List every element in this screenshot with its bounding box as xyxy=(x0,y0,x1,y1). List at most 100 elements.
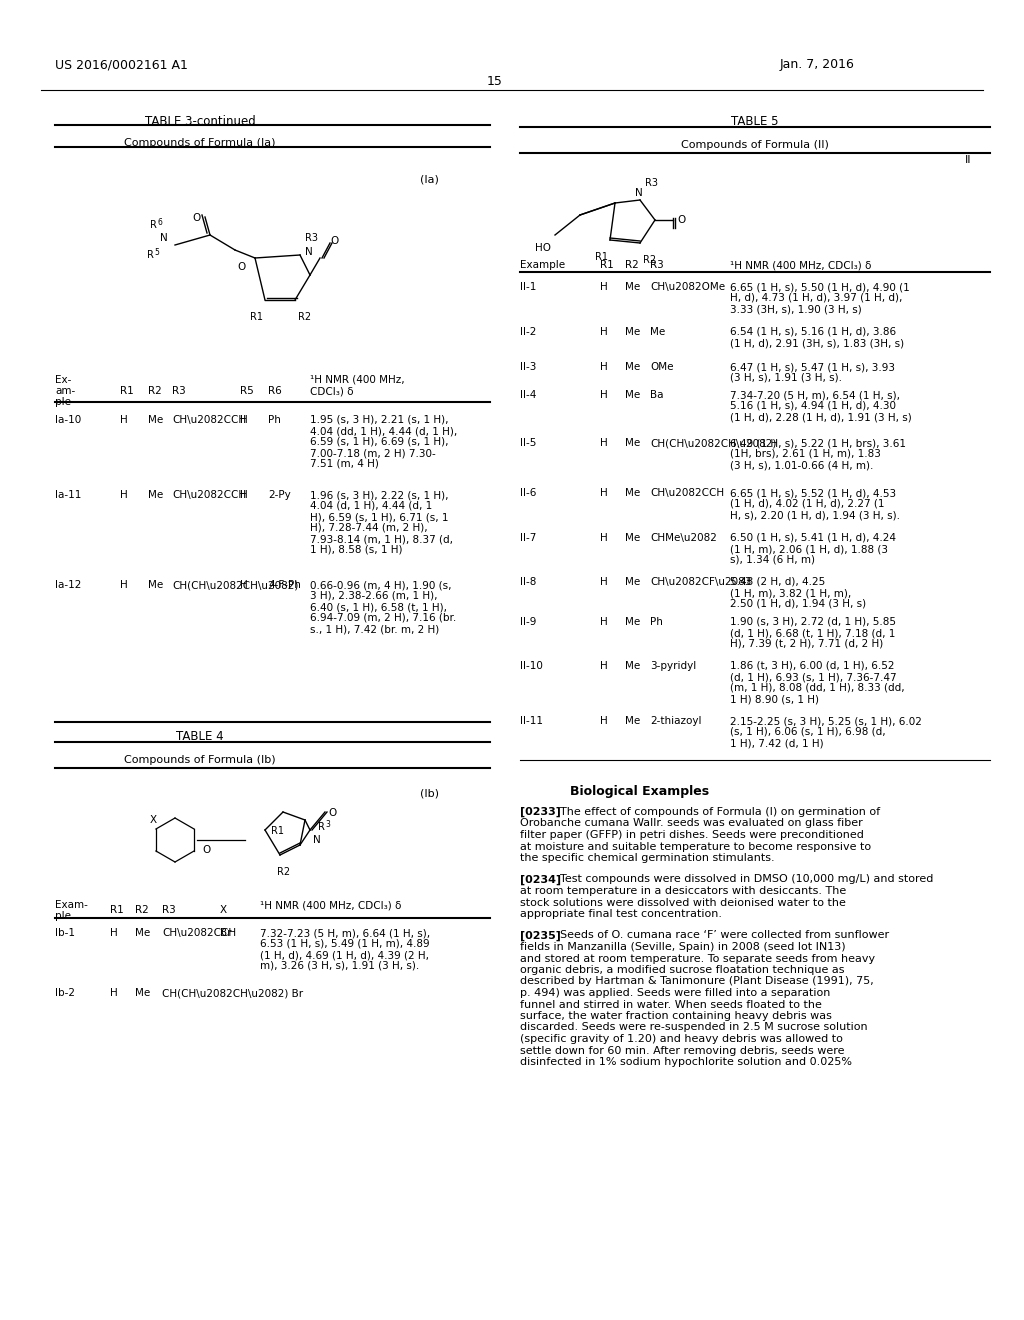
Text: II-6: II-6 xyxy=(520,488,537,498)
Text: CH(CH\u2082CH\u2082): CH(CH\u2082CH\u2082) xyxy=(650,438,776,447)
Text: H: H xyxy=(240,490,248,500)
Text: Me: Me xyxy=(625,362,640,372)
Text: fields in Manzanilla (Seville, Spain) in 2008 (seed lot IN13): fields in Manzanilla (Seville, Spain) in… xyxy=(520,942,846,952)
Text: II-5: II-5 xyxy=(520,438,537,447)
Text: H, d), 4.73 (1 H, d), 3.97 (1 H, d),: H, d), 4.73 (1 H, d), 3.97 (1 H, d), xyxy=(730,293,902,304)
Text: H: H xyxy=(110,987,118,998)
Text: Me: Me xyxy=(625,488,640,498)
Text: 3-pyridyl: 3-pyridyl xyxy=(650,661,696,671)
Text: ¹H NMR (400 MHz, CDCl₃) δ: ¹H NMR (400 MHz, CDCl₃) δ xyxy=(260,900,401,909)
Text: Ia-11: Ia-11 xyxy=(55,490,81,500)
Text: Me: Me xyxy=(148,490,163,500)
Text: Me: Me xyxy=(625,715,640,726)
Text: discarded. Seeds were re-suspended in 2.5 M sucrose solution: discarded. Seeds were re-suspended in 2.… xyxy=(520,1023,867,1032)
Text: O: O xyxy=(677,215,685,224)
Text: Compounds of Formula (Ia): Compounds of Formula (Ia) xyxy=(124,139,275,148)
Text: R5: R5 xyxy=(240,385,254,396)
Text: 7.32-7.23 (5 H, m), 6.64 (1 H, s),: 7.32-7.23 (5 H, m), 6.64 (1 H, s), xyxy=(260,928,430,939)
Text: R2: R2 xyxy=(135,906,148,915)
Text: R2: R2 xyxy=(625,260,639,271)
Text: 3.33 (3H, s), 1.90 (3 H, s): 3.33 (3H, s), 1.90 (3 H, s) xyxy=(730,304,862,314)
Text: N: N xyxy=(160,234,168,243)
Text: R1: R1 xyxy=(595,252,608,261)
Text: 6.49 (1 H, s), 5.22 (1 H, brs), 3.61: 6.49 (1 H, s), 5.22 (1 H, brs), 3.61 xyxy=(730,438,906,447)
Text: 6: 6 xyxy=(157,218,162,227)
Text: R1: R1 xyxy=(250,312,263,322)
Text: O: O xyxy=(330,236,338,246)
Text: N: N xyxy=(305,247,312,257)
Text: R3: R3 xyxy=(305,234,318,243)
Text: 1.96 (s, 3 H), 2.22 (s, 1 H),: 1.96 (s, 3 H), 2.22 (s, 1 H), xyxy=(310,490,449,500)
Text: CH\u2082CF\u2083: CH\u2082CF\u2083 xyxy=(650,577,752,587)
Text: (1 H, m), 3.82 (1 H, m),: (1 H, m), 3.82 (1 H, m), xyxy=(730,587,851,598)
Text: ple: ple xyxy=(55,911,71,921)
Text: Me: Me xyxy=(625,616,640,627)
Text: Me: Me xyxy=(135,928,151,939)
Text: II-1: II-1 xyxy=(520,282,537,292)
Text: Test compounds were dissolved in DMSO (10,000 mg/L) and stored: Test compounds were dissolved in DMSO (1… xyxy=(560,874,933,884)
Text: R2: R2 xyxy=(148,385,162,396)
Text: ¹H NMR (400 MHz,: ¹H NMR (400 MHz, xyxy=(310,375,404,385)
Text: CH(CH\u2082CH\u2082): CH(CH\u2082CH\u2082) xyxy=(172,579,298,590)
Text: [0234]: [0234] xyxy=(520,874,561,884)
Text: H: H xyxy=(240,414,248,425)
Text: described by Hartman & Tanimonure (Plant Disease (1991), 75,: described by Hartman & Tanimonure (Plant… xyxy=(520,977,873,986)
Text: (1 H, d), 2.28 (1 H, d), 1.91 (3 H, s): (1 H, d), 2.28 (1 H, d), 1.91 (3 H, s) xyxy=(730,412,911,422)
Text: Jan. 7, 2016: Jan. 7, 2016 xyxy=(780,58,855,71)
Text: at moisture and suitable temperature to become responsive to: at moisture and suitable temperature to … xyxy=(520,842,871,851)
Text: R: R xyxy=(150,220,157,230)
Text: Ph: Ph xyxy=(268,414,281,425)
Text: R1: R1 xyxy=(600,260,613,271)
Text: II-9: II-9 xyxy=(520,616,537,627)
Text: H: H xyxy=(120,414,128,425)
Text: R: R xyxy=(318,822,325,832)
Text: settle down for 60 min. After removing debris, seeds were: settle down for 60 min. After removing d… xyxy=(520,1045,845,1056)
Text: the specific chemical germination stimulants.: the specific chemical germination stimul… xyxy=(520,853,774,863)
Text: O: O xyxy=(193,213,201,223)
Text: II-11: II-11 xyxy=(520,715,543,726)
Text: m), 3.26 (3 H, s), 1.91 (3 H, s).: m), 3.26 (3 H, s), 1.91 (3 H, s). xyxy=(260,961,419,972)
Text: H: H xyxy=(600,577,608,587)
Text: 2.15-2.25 (s, 3 H), 5.25 (s, 1 H), 6.02: 2.15-2.25 (s, 3 H), 5.25 (s, 1 H), 6.02 xyxy=(730,715,922,726)
Text: CH\u2082OMe: CH\u2082OMe xyxy=(650,282,725,292)
Text: R: R xyxy=(147,249,154,260)
Text: H: H xyxy=(600,715,608,726)
Text: H: H xyxy=(600,533,608,543)
Text: II: II xyxy=(965,154,972,165)
Text: II-7: II-7 xyxy=(520,533,537,543)
Text: X: X xyxy=(150,814,157,825)
Text: H: H xyxy=(600,438,608,447)
Text: Ph: Ph xyxy=(650,616,663,627)
Text: 7.51 (m, 4 H): 7.51 (m, 4 H) xyxy=(310,459,379,469)
Text: H: H xyxy=(600,389,608,400)
Text: R6: R6 xyxy=(268,385,282,396)
Text: H: H xyxy=(110,928,118,939)
Text: and stored at room temperature. To separate seeds from heavy: and stored at room temperature. To separ… xyxy=(520,953,876,964)
Text: ¹H NMR (400 MHz, CDCl₃) δ: ¹H NMR (400 MHz, CDCl₃) δ xyxy=(730,260,871,271)
Text: R1: R1 xyxy=(120,385,134,396)
Text: 4-F-Ph: 4-F-Ph xyxy=(268,579,301,590)
Text: 3: 3 xyxy=(325,820,330,829)
Text: s., 1 H), 7.42 (br. m, 2 H): s., 1 H), 7.42 (br. m, 2 H) xyxy=(310,624,439,634)
Text: 5: 5 xyxy=(154,248,159,257)
Text: Ex-: Ex- xyxy=(55,375,72,385)
Text: 5.48 (2 H, d), 4.25: 5.48 (2 H, d), 4.25 xyxy=(730,577,825,587)
Text: Me: Me xyxy=(625,389,640,400)
Text: (d, 1 H), 6.93 (s, 1 H), 7.36-7.47: (d, 1 H), 6.93 (s, 1 H), 7.36-7.47 xyxy=(730,672,897,682)
Text: TABLE 3-continued: TABLE 3-continued xyxy=(144,115,255,128)
Text: Me: Me xyxy=(148,579,163,590)
Text: Ib-1: Ib-1 xyxy=(55,928,75,939)
Text: CH\u2082CCH: CH\u2082CCH xyxy=(172,490,246,500)
Text: 1 H), 7.42 (d, 1 H): 1 H), 7.42 (d, 1 H) xyxy=(730,738,823,748)
Text: Compounds of Formula (II): Compounds of Formula (II) xyxy=(681,140,829,150)
Text: Biological Examples: Biological Examples xyxy=(570,785,710,799)
Text: Exam-: Exam- xyxy=(55,900,88,909)
Text: stock solutions were dissolved with deionised water to the: stock solutions were dissolved with deio… xyxy=(520,898,846,908)
Text: X: X xyxy=(220,906,227,915)
Text: R3: R3 xyxy=(162,906,176,915)
Text: H), 6.59 (s, 1 H), 6.71 (s, 1: H), 6.59 (s, 1 H), 6.71 (s, 1 xyxy=(310,512,449,521)
Text: R3: R3 xyxy=(172,385,185,396)
Text: Me: Me xyxy=(625,327,640,337)
Text: 7.00-7.18 (m, 2 H) 7.30-: 7.00-7.18 (m, 2 H) 7.30- xyxy=(310,447,436,458)
Text: CH\u2082CCH: CH\u2082CCH xyxy=(162,928,237,939)
